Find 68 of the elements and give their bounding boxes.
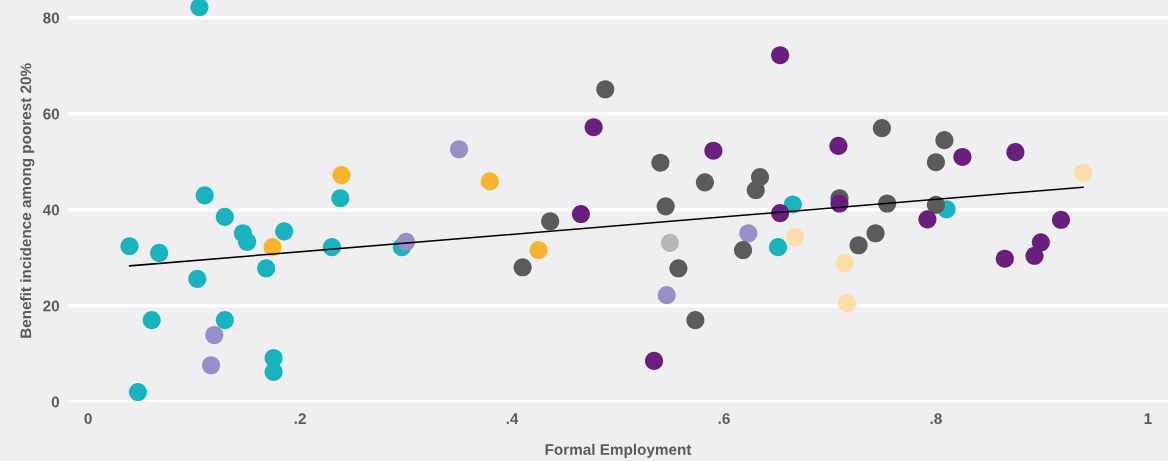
point bbox=[1074, 163, 1093, 182]
point bbox=[584, 118, 603, 137]
point bbox=[669, 259, 688, 278]
point bbox=[142, 311, 161, 330]
point bbox=[238, 232, 257, 251]
point bbox=[541, 212, 560, 231]
point bbox=[656, 197, 675, 216]
x-tick-label: .4 bbox=[506, 413, 519, 424]
point bbox=[768, 238, 788, 257]
x-tick-label: .6 bbox=[718, 413, 730, 425]
point bbox=[480, 172, 499, 191]
point bbox=[257, 259, 276, 278]
point bbox=[785, 228, 805, 247]
point bbox=[195, 186, 214, 205]
point bbox=[205, 325, 224, 345]
point bbox=[150, 243, 169, 262]
point bbox=[771, 46, 790, 65]
point bbox=[529, 240, 548, 260]
point bbox=[995, 249, 1014, 268]
point bbox=[926, 153, 945, 172]
point bbox=[596, 80, 615, 99]
point bbox=[449, 140, 469, 159]
point bbox=[120, 237, 139, 256]
point bbox=[188, 269, 207, 288]
point bbox=[215, 311, 234, 330]
point bbox=[746, 181, 765, 200]
point bbox=[571, 204, 590, 224]
point bbox=[704, 141, 723, 160]
point bbox=[953, 147, 972, 166]
point bbox=[332, 166, 351, 185]
point bbox=[837, 293, 856, 312]
point bbox=[829, 136, 848, 155]
point bbox=[128, 383, 147, 402]
point bbox=[686, 311, 705, 330]
point bbox=[835, 253, 854, 273]
point bbox=[660, 233, 679, 252]
point bbox=[644, 351, 664, 370]
x-axis-title: Formal Employment bbox=[545, 443, 692, 458]
point bbox=[513, 258, 532, 277]
point bbox=[739, 224, 758, 243]
x-tick-label: .2 bbox=[294, 413, 306, 424]
x-tick-label: 0 bbox=[84, 413, 92, 425]
y-tick-label: 20 bbox=[43, 300, 60, 312]
point bbox=[695, 173, 714, 192]
y-tick-label: 80 bbox=[43, 12, 60, 24]
point bbox=[202, 356, 221, 375]
point bbox=[331, 189, 350, 208]
point bbox=[935, 131, 954, 150]
point bbox=[1051, 210, 1071, 229]
point bbox=[733, 240, 753, 260]
point bbox=[849, 236, 868, 255]
point bbox=[872, 119, 891, 138]
x-tick-label: .8 bbox=[930, 413, 942, 425]
point bbox=[866, 224, 885, 243]
point bbox=[918, 210, 937, 229]
y-tick-label: 0 bbox=[51, 396, 60, 408]
y-tick-label: 40 bbox=[42, 204, 60, 216]
point bbox=[1025, 246, 1044, 265]
point bbox=[657, 286, 676, 305]
x-tick-label: 1 bbox=[1144, 413, 1152, 424]
point bbox=[215, 207, 234, 226]
point bbox=[190, 0, 209, 17]
point bbox=[1006, 143, 1025, 162]
point bbox=[275, 222, 294, 241]
y-axis-title: Benefit incidence among poorest 20% bbox=[20, 63, 35, 338]
point bbox=[651, 153, 670, 172]
point bbox=[263, 238, 282, 257]
y-tick-label: 60 bbox=[43, 108, 60, 120]
